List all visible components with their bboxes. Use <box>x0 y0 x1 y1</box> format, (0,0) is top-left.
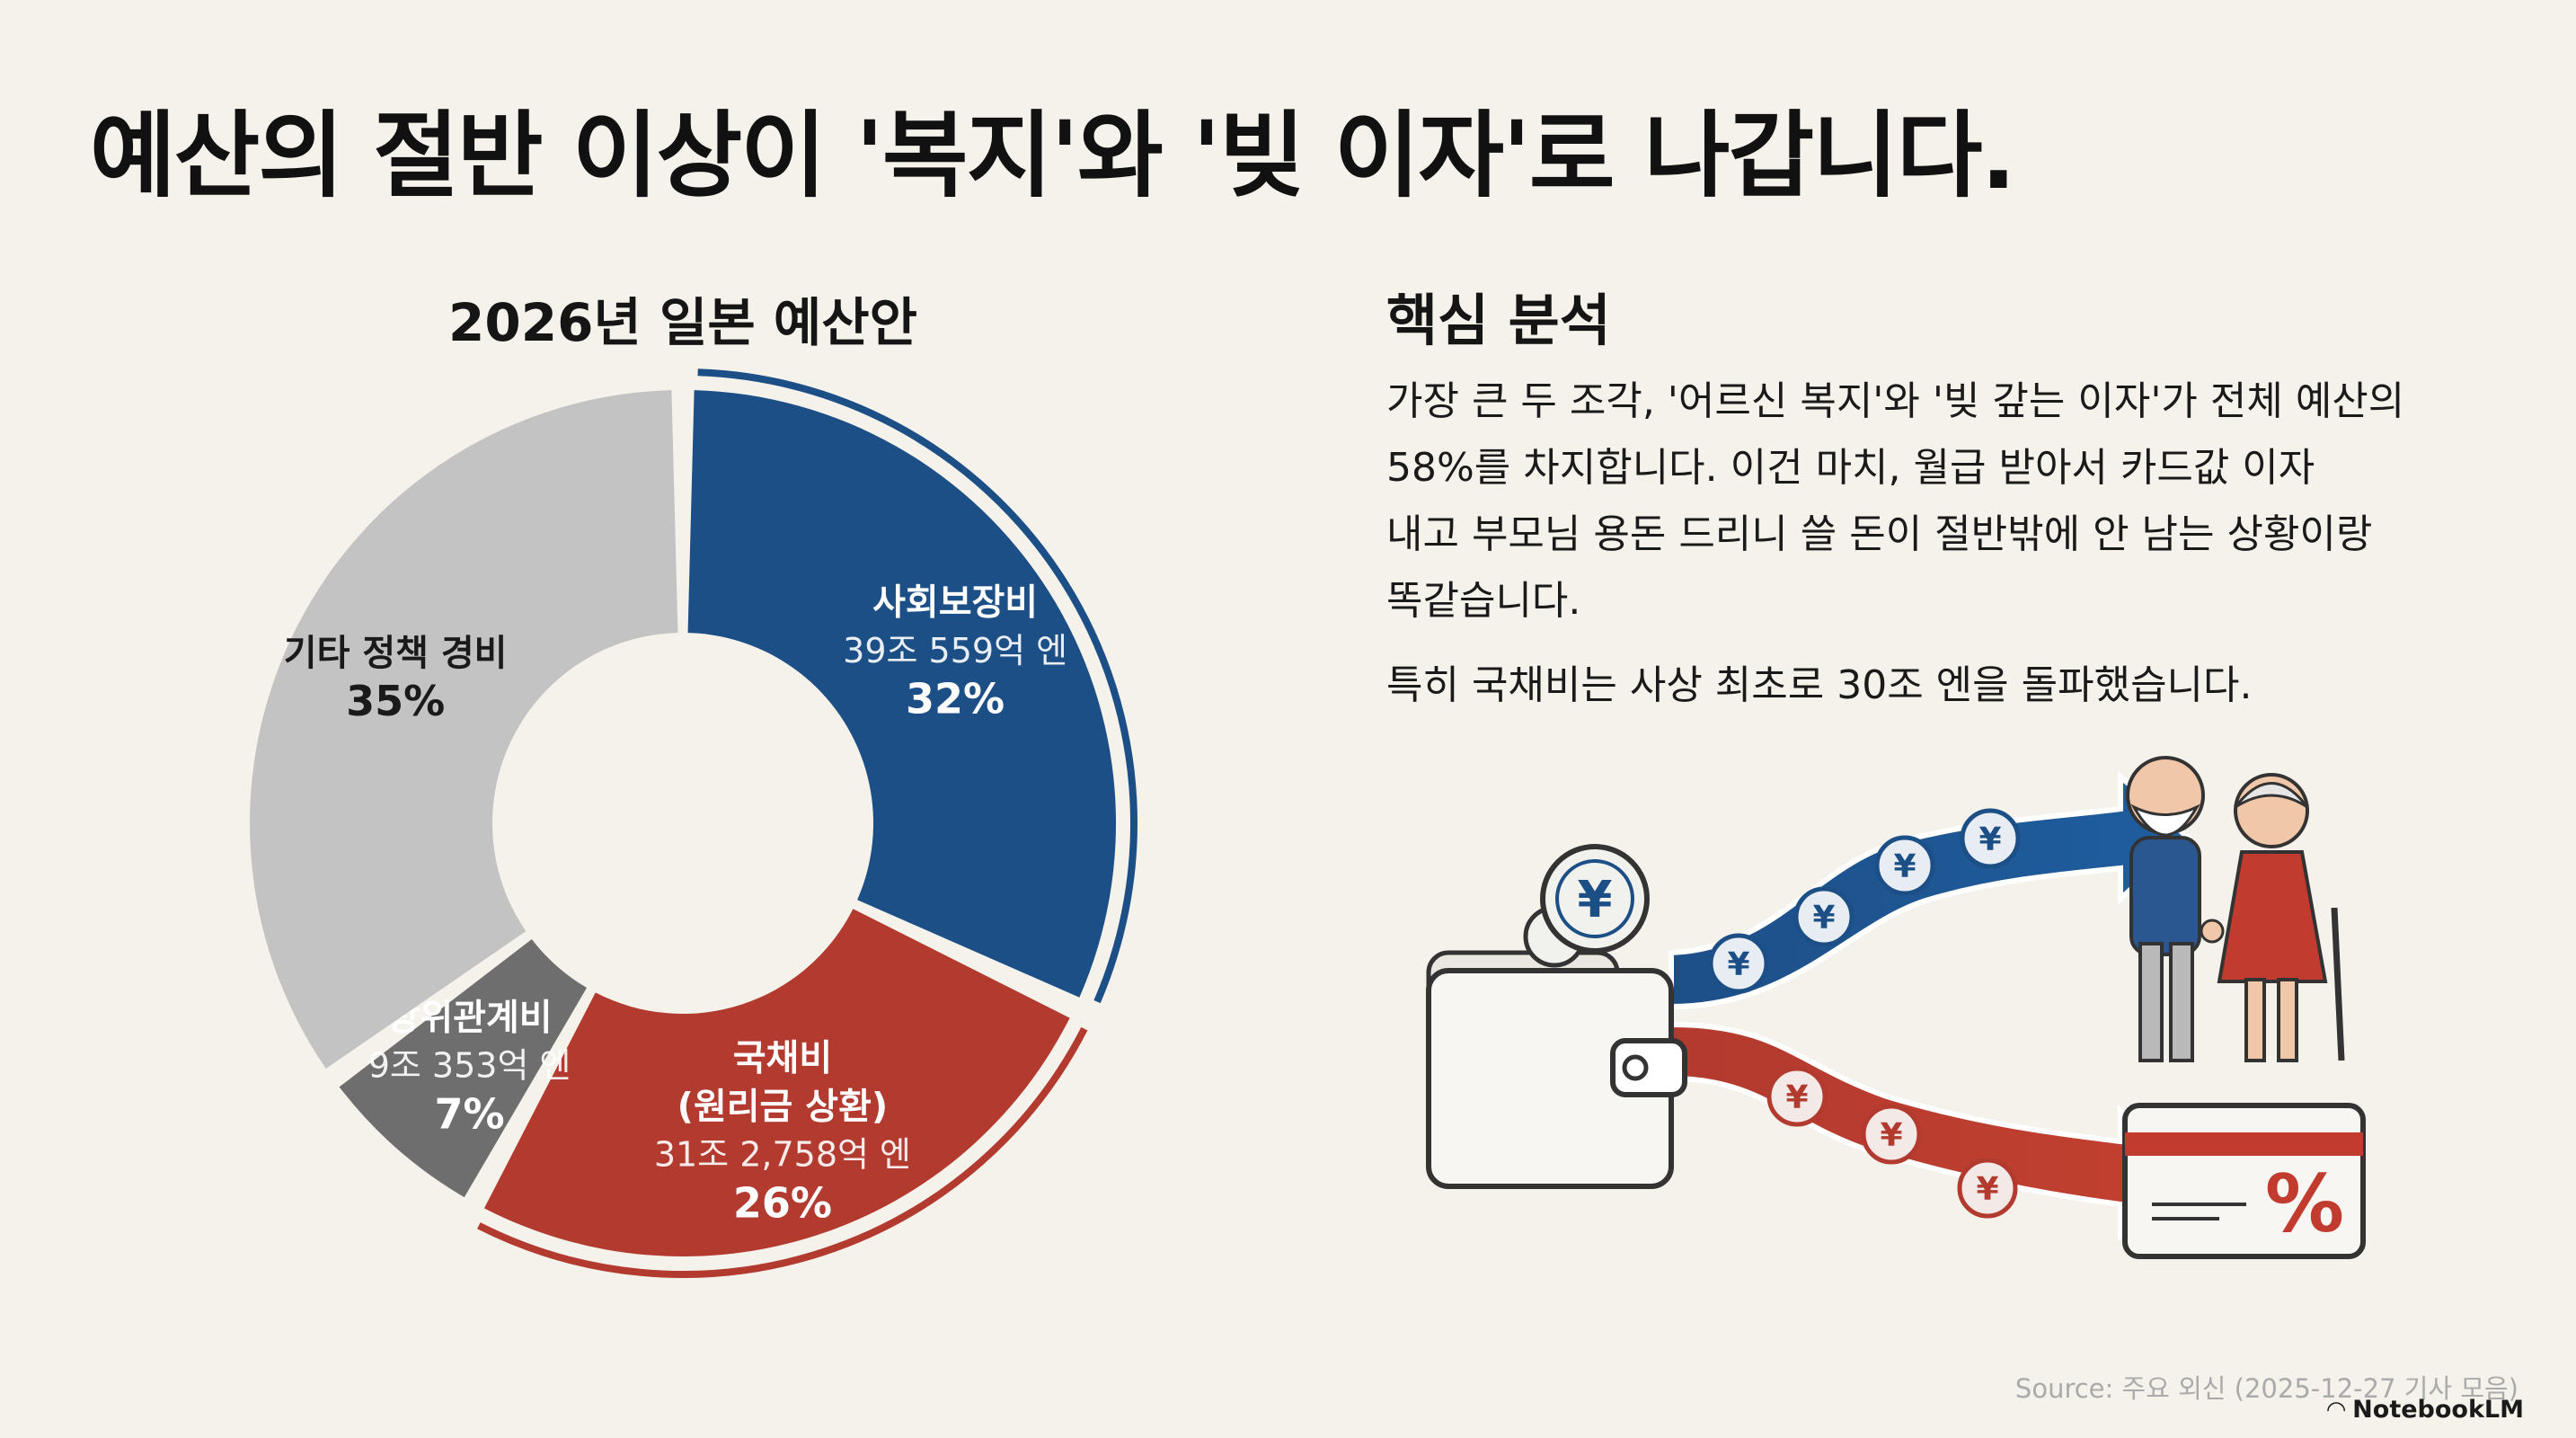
chart-title: 2026년 일본 예산안 <box>448 292 917 353</box>
budget-donut-chart: 사회보장비 39조 559억 엔 32% 국채비 (원리금 상환) 31조 2,758억 … <box>249 368 1138 1278</box>
yen-coin-icon: ¥ <box>1861 1104 1922 1165</box>
yen-coin-icon: ¥ <box>1960 808 2021 869</box>
elderly-couple-icon <box>2126 756 2345 1062</box>
brand-name: NotebookLM <box>2352 1396 2524 1424</box>
credit-card-icon: % <box>2122 1103 2366 1259</box>
slice-label: 기타 정책 경비 <box>284 633 508 674</box>
source-note: Source: 주요 외신 (2025-12-27 기사 모음) <box>2014 1373 2518 1404</box>
slice-amount: 31조 2,758억 엔 <box>654 1135 911 1175</box>
svg-text:¥: ¥ <box>1727 946 1749 983</box>
interest-flow-arrow <box>1669 1021 2192 1241</box>
slice-percent: 35% <box>346 677 445 725</box>
yen-coin-icon: ¥ <box>1708 933 1769 994</box>
svg-text:¥: ¥ <box>1578 871 1613 929</box>
analysis-paragraph: 가장 큰 두 조각, '어르신 복지'와 '빚 갚는 이자'가 전체 예산의 5… <box>1386 368 2483 635</box>
page-title: 예산의 절반 이상이 '복지'와 '빚 이자'로 나갑니다. <box>90 101 2016 210</box>
slice-sublabel: (원리금 상환) <box>677 1086 889 1127</box>
slice-highlight-ring-1 <box>697 368 1138 1004</box>
analysis-heading: 핵심 분석 <box>1386 288 1611 353</box>
wallet-icon: ¥ <box>1426 844 1687 1189</box>
notebooklm-logo-icon: ◠ <box>2327 1396 2346 1424</box>
analysis-highlight: 특히 국채비는 사상 최초로 30조 엔을 돌파했습니다. <box>1386 662 2253 708</box>
yen-coin-icon: ¥ <box>1793 886 1855 947</box>
brand-badge: ◠ NotebookLM <box>2327 1396 2524 1424</box>
analysis-line: 가장 큰 두 조각, '어르신 복지'와 '빚 갚는 이자'가 전체 예산의 <box>1386 378 2405 424</box>
svg-text:¥: ¥ <box>1812 900 1835 936</box>
yen-coin-icon: ¥ <box>1874 835 1935 896</box>
yen-coin-icon: ¥ <box>1957 1158 2018 1219</box>
analysis-line: 58%를 차지합니다. 이건 마치, 월급 받아서 카드값 이자 <box>1386 445 2315 491</box>
svg-text:¥: ¥ <box>1880 1117 1902 1154</box>
donut-slice-1 <box>687 390 1116 998</box>
svg-text:%: % <box>2265 1158 2344 1250</box>
analysis-line: 똑같습니다. <box>1386 578 1581 624</box>
analysis-line: 내고 부모님 용돈 드리니 쓸 돈이 절반밖에 안 남는 상황이랑 <box>1386 511 2373 557</box>
slice-highlight-ring-2 <box>477 1026 1088 1278</box>
budget-flow-illustration: ¥ ¥ ¥ ¥ ¥ ¥ ¥ ¥ <box>1426 756 2366 1259</box>
yen-coin-icon: ¥ <box>1766 1066 1828 1127</box>
svg-text:¥: ¥ <box>1978 821 2001 858</box>
donut-slice-4 <box>249 390 678 1070</box>
slice-percent: 26% <box>733 1179 832 1228</box>
slice-amount: 39조 559억 엔 <box>843 631 1067 670</box>
slice-label: 국채비 <box>733 1037 832 1078</box>
slice-percent: 7% <box>435 1089 505 1138</box>
slice-amount: 9조 353억 엔 <box>368 1046 571 1086</box>
donut-slice-2 <box>483 909 1070 1256</box>
donut-slice-3 <box>339 939 588 1198</box>
svg-text:¥: ¥ <box>1785 1079 1808 1116</box>
svg-text:¥: ¥ <box>1893 848 1916 885</box>
slice-label: 사회보장비 <box>872 582 1038 624</box>
slice-percent: 32% <box>906 675 1005 723</box>
svg-text:¥: ¥ <box>1976 1171 1998 1208</box>
